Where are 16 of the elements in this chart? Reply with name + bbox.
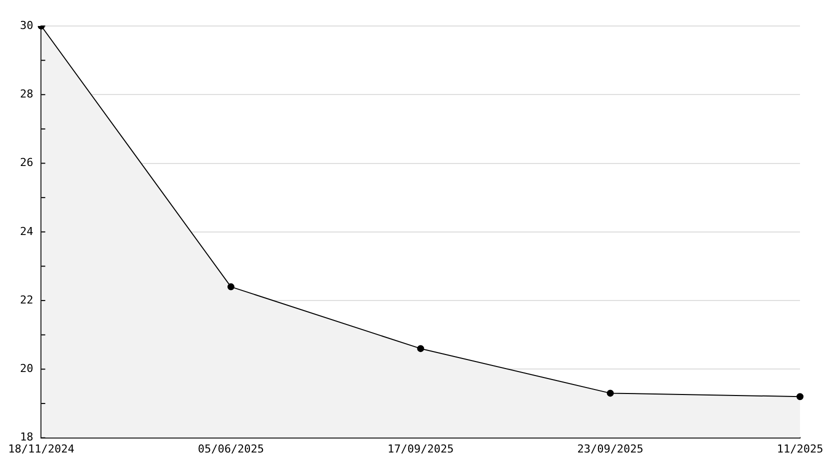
y-tick-label: 30	[20, 18, 34, 32]
y-tick-label: 22	[20, 293, 34, 306]
y-tick-label: 24	[20, 224, 34, 238]
x-tick-label: 11/2025	[776, 442, 824, 456]
x-tick-label: 18/11/2024	[8, 442, 75, 456]
y-tick-label: 18	[20, 430, 34, 444]
point	[227, 283, 234, 290]
y-tick-label: 28	[20, 87, 34, 100]
y-tick-label: 20	[20, 362, 34, 376]
point	[796, 393, 804, 400]
y-tick-label: 26	[20, 156, 34, 170]
x-tick-label: 05/06/2025	[198, 442, 264, 456]
point	[606, 390, 614, 397]
x-tick-label: 23/09/2025	[577, 442, 644, 456]
x-tick-label: 17/09/2025	[388, 442, 454, 456]
point	[417, 345, 424, 352]
